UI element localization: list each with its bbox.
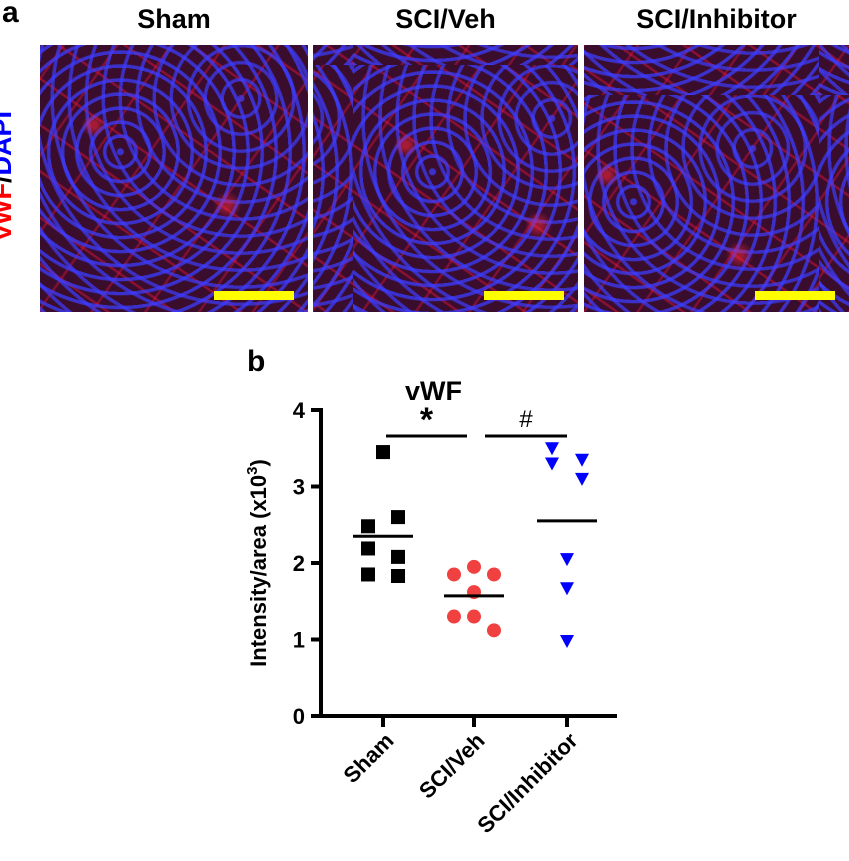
y-tick-label: 4 [293, 398, 306, 423]
y-axis-label: Intensity/area (x103) [244, 459, 271, 667]
image-title-sci-veh: SCI/Veh [395, 4, 496, 34]
x-tick-label: Sham [338, 728, 398, 788]
panel-a-letter: a [2, 0, 19, 29]
data-point [560, 582, 574, 596]
micrograph-sci-veh [313, 45, 578, 312]
scale-bar [755, 291, 835, 300]
significance-marker: # [519, 406, 533, 433]
significance-marker: * [420, 401, 434, 439]
data-point [575, 472, 589, 486]
data-point [545, 442, 559, 456]
image-title-sci-inhibitor: SCI/Inhibitor [636, 4, 797, 34]
chart-title: vWF [405, 376, 462, 406]
data-point [391, 510, 405, 525]
y-tick-label: 3 [293, 475, 305, 500]
scale-bar [214, 291, 294, 300]
y-tick-label: 1 [293, 628, 305, 653]
image-title-sham: Sham [137, 4, 211, 34]
data-point [560, 635, 574, 649]
data-point [391, 569, 405, 584]
data-point [560, 553, 574, 567]
data-point [447, 567, 461, 582]
x-tick-label: SCI/Veh [414, 728, 490, 804]
data-point [467, 559, 481, 574]
data-point [447, 609, 461, 624]
data-point [361, 541, 375, 556]
data-point [361, 567, 375, 582]
data-point [467, 609, 481, 624]
y-tick-label: 2 [293, 551, 305, 576]
data-point [487, 567, 501, 582]
data-point [545, 457, 559, 471]
micrograph-sci-inhibitor [584, 45, 849, 312]
y-tick-label: 0 [293, 704, 305, 729]
micrograph-sham [40, 45, 308, 312]
data-point [575, 453, 589, 467]
scale-bar [484, 291, 564, 300]
panel-b-letter: b [247, 345, 266, 378]
x-tick-label: SCI/Inhibitor [472, 728, 582, 838]
data-point [376, 445, 390, 460]
data-point [487, 623, 501, 638]
data-point [361, 519, 375, 534]
data-point [391, 549, 405, 564]
